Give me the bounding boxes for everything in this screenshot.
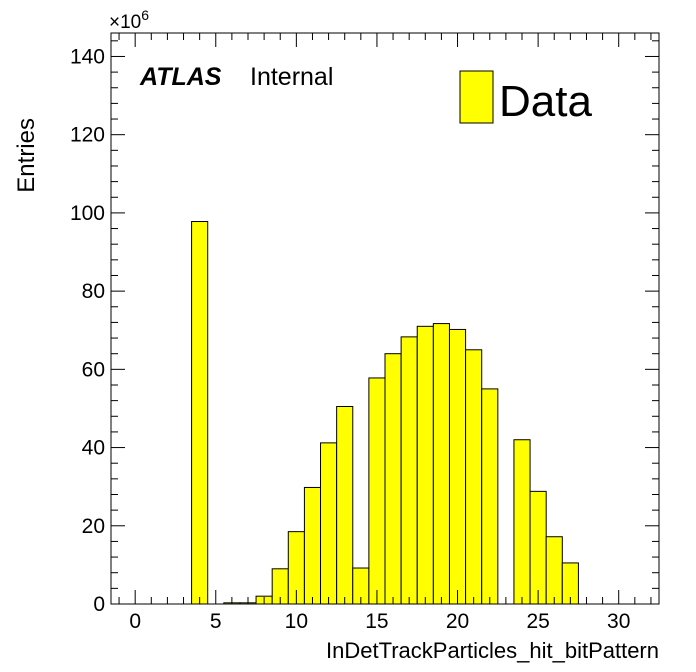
histogram-bar — [384, 353, 402, 605]
x-tick-label: 10 — [285, 610, 308, 633]
histogram-bar — [303, 486, 322, 605]
x-tick-label: 20 — [446, 610, 469, 633]
histogram-bar — [529, 490, 547, 605]
histogram-bar — [448, 328, 467, 605]
y-tick-label: 20 — [82, 515, 105, 538]
atlas-status-label: Internal — [250, 63, 333, 91]
x-axis-title: InDetTrackParticles_hit_bitPattern — [326, 638, 659, 663]
atlas-label: ATLAS — [139, 63, 222, 91]
x-tick-label: 25 — [526, 610, 549, 633]
histogram-bar — [545, 536, 563, 605]
x-tick-label: 5 — [210, 610, 222, 633]
histogram-bar — [336, 406, 354, 605]
legend-swatch — [459, 70, 494, 124]
y-tick-label: 40 — [82, 437, 105, 460]
histogram-bar — [320, 442, 338, 605]
y-multiplier-exponent: 6 — [141, 7, 149, 23]
plot-frame — [110, 32, 660, 605]
y-multiplier-base: ×10 — [109, 12, 141, 33]
plot-border — [110, 32, 660, 605]
tick-labels: 0 5 10 15 20 25 30 0 20 40 60 80 100 120 140 — [70, 45, 630, 633]
histogram-bar — [400, 336, 418, 605]
y-tick-label: 80 — [82, 280, 105, 303]
legend-entry-data: Data — [499, 77, 592, 126]
y-multiplier: ×106 — [109, 7, 149, 33]
y-tick-label: 0 — [93, 593, 105, 616]
y-axis-title: Entries — [13, 118, 40, 193]
histogram-bar — [513, 439, 531, 605]
x-tick-label: 0 — [129, 610, 141, 633]
histogram-bar — [416, 325, 434, 605]
histogram-bar — [432, 323, 450, 605]
y-tick-label: 100 — [70, 202, 105, 225]
x-tick-label: 15 — [365, 610, 388, 633]
tick-marks — [111, 33, 659, 605]
y-tick-label: 120 — [70, 124, 105, 147]
y-tick-label: 140 — [70, 45, 105, 68]
x-tick-label: 30 — [607, 610, 630, 633]
histogram-bar — [465, 349, 483, 605]
histogram-bar — [481, 388, 499, 605]
y-tick-label: 60 — [82, 358, 105, 381]
bars-layer — [191, 221, 579, 605]
histogram-bar — [191, 221, 209, 605]
histogram-bar — [368, 377, 386, 605]
